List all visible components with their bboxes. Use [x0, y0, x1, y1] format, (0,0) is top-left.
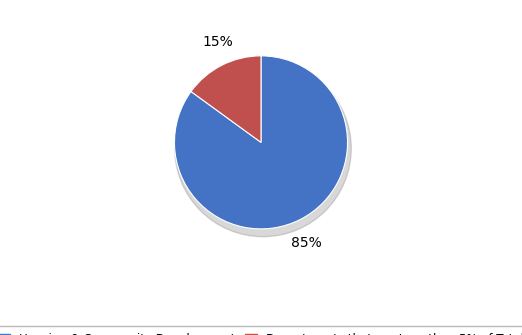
Wedge shape [191, 56, 261, 142]
Text: 85%: 85% [291, 236, 322, 250]
Legend: Housing & Community Development, Departments that are Less than 5% of Total: Housing & Community Development, Departm… [0, 326, 522, 335]
Wedge shape [174, 56, 348, 229]
Text: 15%: 15% [203, 35, 233, 49]
Ellipse shape [175, 60, 351, 237]
